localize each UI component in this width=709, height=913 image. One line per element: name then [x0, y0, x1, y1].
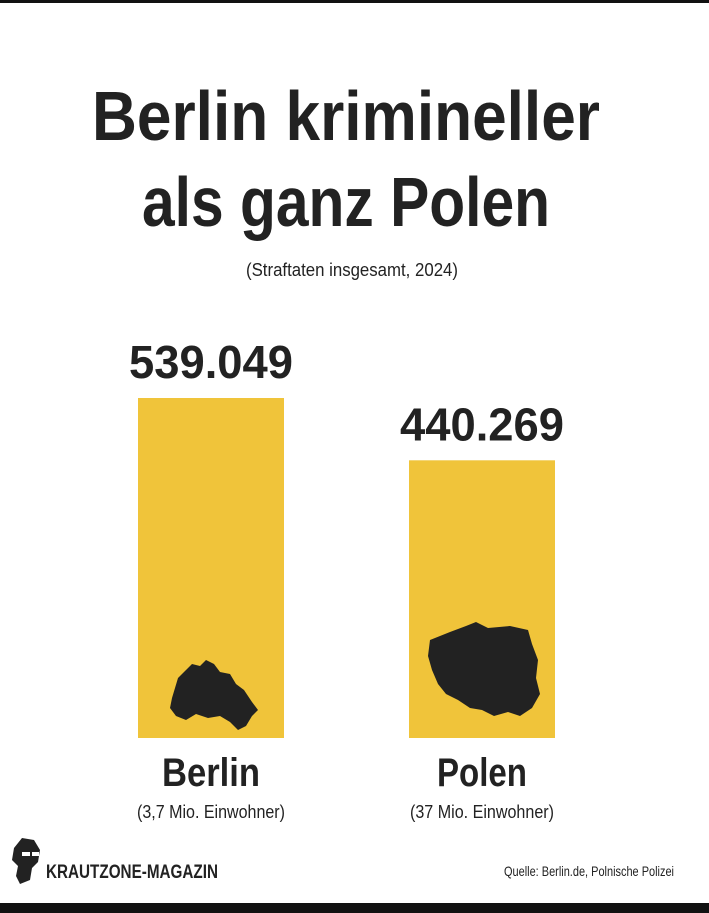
poland-map — [428, 622, 540, 716]
value-label: 539.049 — [129, 336, 293, 388]
category-label: Polen — [437, 751, 527, 795]
category-note: (3,7 Mio. Einwohner) — [137, 802, 285, 822]
category-label: Berlin — [162, 751, 260, 795]
source: Quelle: Berlin.de, Polnische Polizei — [504, 863, 674, 879]
bottom-border — [0, 903, 709, 913]
title-line: Berlin krimineller — [92, 77, 600, 155]
logo-icon — [12, 838, 40, 884]
berlin-map — [170, 660, 258, 730]
title-line: als ganz Polen — [142, 163, 550, 241]
brand: KRAUTZONE-MAGAZIN — [46, 862, 218, 883]
subtitle: (Straftaten insgesamt, 2024) — [246, 260, 458, 280]
top-border — [0, 0, 709, 3]
category-note: (37 Mio. Einwohner) — [410, 802, 554, 822]
bars: 539.049 440.269 — [129, 336, 564, 738]
value-label: 440.269 — [400, 398, 564, 450]
